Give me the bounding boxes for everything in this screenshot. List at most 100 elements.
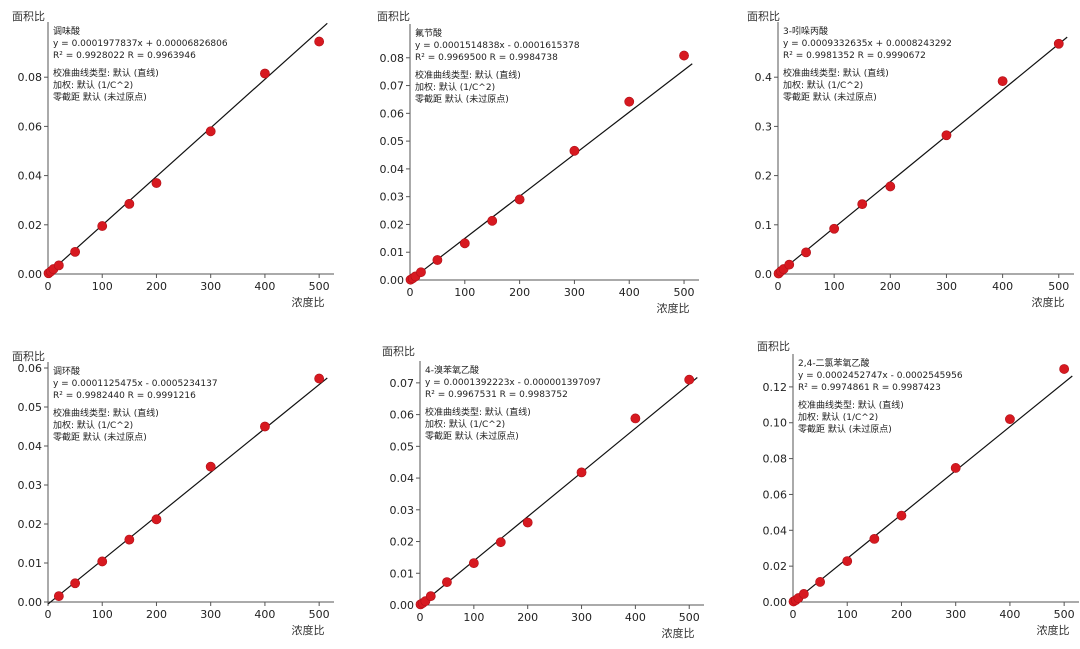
x-tick-label: 500 [1054,608,1075,621]
compound-name: 3-吲哚丙酸 [783,26,828,37]
data-point [576,467,587,478]
data-point [815,577,826,587]
data-point [857,199,868,210]
data-point [70,578,81,589]
x-tick-label: 0 [407,286,414,299]
y-tick-label: 0.00 [390,599,415,612]
r-squared-values: R² = 0.9974861 R = 0.9987423 [798,383,941,393]
x-tick-label: 400 [254,608,275,621]
y-axis-label: 面积比 [757,340,790,353]
y-tick-label: 0.03 [18,479,43,492]
y-tick-label: 0.10 [763,417,788,430]
x-tick-label: 200 [146,608,167,621]
data-point [684,374,695,385]
compound-name: 2,4-二氯苯氧乙酸 [798,357,870,369]
y-tick-label: 0.02 [763,560,788,573]
y-tick-label: 0.03 [390,504,415,517]
data-point [1053,38,1064,49]
data-point [70,246,81,257]
y-axis-label: 面积比 [377,10,410,23]
data-point [53,260,64,271]
y-tick-label: 0.12 [763,381,788,394]
weighting-note: 加权: 默认 (1/C^2) [783,79,863,91]
compound-name: 调味酸 [53,25,80,37]
x-tick-label: 500 [679,611,700,624]
r-squared-values: R² = 0.9982440 R = 0.9991216 [53,391,196,401]
y-tick-label: 0.06 [763,488,788,501]
data-point [869,534,880,544]
weighting-note: 加权: 默认 (1/C^2) [415,81,495,93]
intercept-note: 零截距 默认 (未过原点) [53,431,147,443]
y-tick-label: 0.03 [380,191,405,204]
compound-name: 氟节酸 [415,27,442,39]
y-tick-label: 0.07 [390,377,415,390]
data-point [896,510,907,521]
y-tick-label: 0.00 [18,596,43,609]
y-tick-label: 0.02 [18,219,43,232]
x-tick-label: 300 [571,611,592,624]
data-point [260,68,270,79]
data-point [425,591,436,602]
calibration-chart: 面积比 0.00 0.02 0.04 0.06 0.08 0.10 0.12 0 100 200 30… [745,330,1080,642]
r-squared-values: R² = 0.9928022 R = 0.9963946 [53,51,196,61]
x-tick-label: 0 [417,611,424,624]
data-point [314,36,325,47]
data-point [124,198,135,209]
y-tick-label: 0.02 [18,518,43,531]
regression-equation: y = 0.0001977837x + 0.00006826806 [53,39,228,49]
x-tick-label: 400 [999,608,1020,621]
data-point [950,463,961,473]
chart-svg: 面积比 0.0 0.1 0.2 0.3 0.4 0 100 200 300 400 500 浓度比 3-吲… [747,10,1074,309]
x-tick-label: 200 [509,286,530,299]
x-tick-label: 500 [1048,280,1069,293]
y-tick-label: 0.08 [763,453,788,466]
x-tick-label: 400 [625,611,646,624]
regression-equation: y = 0.0001392223x - 0.000001397097 [425,378,601,388]
data-point [53,591,64,602]
regression-line [419,377,698,606]
y-tick-label: 0.1 [755,219,773,232]
y-tick-label: 0.0 [755,268,773,281]
x-axis-label: 浓度比 [292,623,325,637]
x-tick-label: 500 [309,280,330,293]
y-tick-label: 0.08 [380,52,405,65]
weighting-note: 加权: 默认 (1/C^2) [53,419,133,431]
calibration-chart: 面积比 0.00 0.01 0.02 0.03 0.04 0.05 0.06 0 100 200 30… [0,340,340,645]
y-tick-label: 0.00 [763,596,788,609]
x-tick-label: 0 [775,280,782,293]
x-tick-label: 300 [945,608,966,621]
y-tick-label: 0.04 [18,440,43,453]
curve-type-note: 校准曲线类型: 默认 (直线) [53,67,159,79]
y-tick-label: 0.00 [380,274,405,287]
regression-line [409,63,693,281]
data-point [522,517,533,528]
data-point [205,126,216,137]
x-tick-label: 300 [564,286,585,299]
y-tick-label: 0.2 [755,170,773,183]
curve-type-note: 校准曲线类型: 默认 (直线) [783,67,889,79]
regression-line [47,377,328,605]
x-tick-label: 500 [309,608,330,621]
calibration-chart: 面积比 0.00 0.02 0.04 0.06 0.08 0 100 200 300 400 500 浓… [0,0,340,312]
x-axis-label: 浓度比 [657,301,690,315]
y-tick-label: 0.04 [763,524,788,537]
data-point [1005,414,1015,425]
x-tick-label: 0 [790,608,797,621]
compound-name: 4-溴苯氧乙酸 [425,364,479,376]
data-point [442,577,452,588]
data-point [97,556,108,567]
data-point [260,421,270,432]
data-point [151,178,162,188]
x-tick-label: 500 [674,286,695,299]
r-squared-values: R² = 0.9981352 R = 0.9990672 [783,51,926,61]
y-axis-label: 面积比 [12,350,45,363]
regression-equation: y = 0.0001125475x - 0.0005234137 [53,379,218,389]
x-tick-label: 100 [454,286,475,299]
compound-name: 调环酸 [53,366,80,377]
data-point [941,130,952,141]
y-tick-label: 0.07 [380,80,405,93]
x-tick-label: 100 [824,280,845,293]
data-point [1059,364,1070,374]
x-tick-label: 0 [45,280,52,293]
x-tick-label: 200 [146,280,167,293]
